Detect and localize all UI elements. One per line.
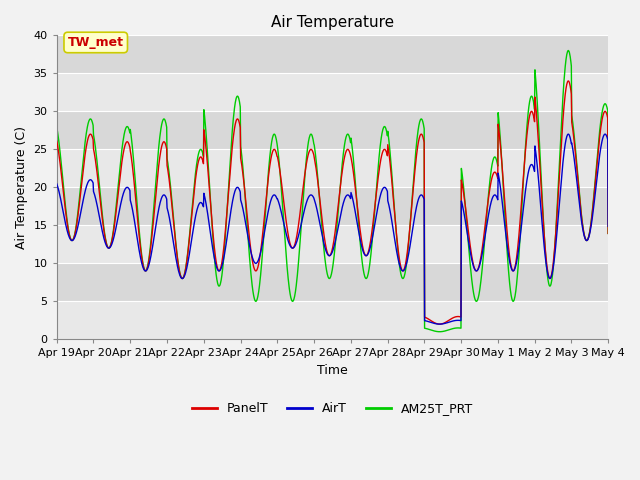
AM25T_PRT bbox=[162, 120, 170, 126]
Legend: PanelT, AirT, AM25T_PRT: PanelT, AirT, AM25T_PRT bbox=[187, 397, 478, 420]
AirT bbox=[601, 131, 609, 137]
Bar bbox=[57, 225, 608, 264]
Bar bbox=[57, 187, 608, 225]
PanelT bbox=[539, 214, 547, 220]
AM25T_PRT bbox=[490, 154, 498, 160]
AM25T_PRT bbox=[604, 230, 612, 236]
Line: PanelT: PanelT bbox=[57, 81, 608, 324]
Bar bbox=[57, 111, 608, 149]
AirT bbox=[436, 321, 444, 327]
Bar bbox=[57, 149, 608, 187]
Bar bbox=[57, 301, 608, 339]
Bar bbox=[57, 73, 608, 111]
AM25T_PRT bbox=[418, 117, 426, 122]
AirT bbox=[539, 230, 547, 236]
PanelT bbox=[436, 321, 444, 327]
PanelT bbox=[53, 138, 61, 144]
AM25T_PRT bbox=[53, 124, 61, 130]
Bar bbox=[57, 264, 608, 301]
AirT bbox=[490, 192, 498, 198]
AirT bbox=[237, 198, 245, 204]
Title: Air Temperature: Air Temperature bbox=[271, 15, 394, 30]
AM25T_PRT bbox=[564, 48, 572, 53]
PanelT bbox=[418, 132, 426, 137]
PanelT bbox=[604, 230, 612, 236]
PanelT bbox=[490, 169, 498, 175]
Line: AM25T_PRT: AM25T_PRT bbox=[57, 50, 608, 332]
AM25T_PRT bbox=[436, 329, 444, 335]
PanelT bbox=[162, 143, 170, 148]
X-axis label: Time: Time bbox=[317, 364, 348, 377]
PanelT bbox=[237, 157, 245, 163]
AirT bbox=[418, 192, 426, 198]
Bar bbox=[57, 36, 608, 73]
Y-axis label: Air Temperature (C): Air Temperature (C) bbox=[15, 126, 28, 249]
AM25T_PRT bbox=[237, 146, 245, 152]
AM25T_PRT bbox=[175, 267, 183, 273]
Text: TW_met: TW_met bbox=[68, 36, 124, 49]
AirT bbox=[53, 181, 61, 187]
Line: AirT: AirT bbox=[57, 134, 608, 324]
AirT bbox=[162, 194, 170, 200]
AirT bbox=[175, 271, 183, 276]
AM25T_PRT bbox=[539, 210, 547, 216]
PanelT bbox=[175, 268, 183, 274]
PanelT bbox=[564, 78, 572, 84]
AirT bbox=[604, 224, 612, 229]
